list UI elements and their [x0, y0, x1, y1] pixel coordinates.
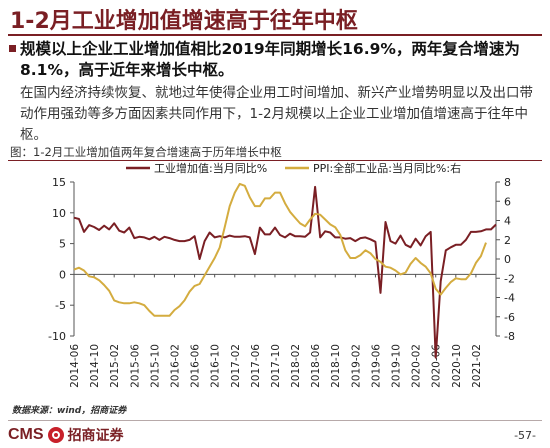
x-tick-label: 2017-06	[250, 344, 262, 388]
y-right-tick-label: -8	[504, 330, 515, 343]
x-tick-label: 2020-10	[451, 344, 463, 388]
y-left-tick-label: -10	[48, 330, 66, 343]
title-rule	[8, 34, 542, 36]
body-text: 在国内经济持续恢复、就地过年使得企业用工时间增加、新兴产业增势明显以及出口带动作…	[20, 85, 533, 143]
x-tick-label: 2017-10	[270, 344, 282, 388]
page-number: -57-	[514, 429, 536, 442]
brand-seal-icon	[47, 427, 64, 443]
y-right-tick-label: 4	[504, 215, 511, 228]
y-right-tick-label: 8	[504, 176, 511, 189]
x-tick-label: 2014-06	[69, 344, 81, 388]
brand-text: CMS	[8, 426, 44, 443]
x-tick-label: 2019-02	[350, 344, 362, 388]
y-right-tick-label: 0	[504, 253, 511, 266]
brand-text-cn: 招商证券	[67, 428, 124, 444]
line-chart: 15 10 5 0 -5 -10 8 6 4 2 0 -2 -4 -6 -8 2014-06 2014-10 20…	[48, 162, 515, 388]
slide-title: 1-2月工业增加值增速高于往年中枢	[10, 9, 358, 34]
x-tick-label: 2018-10	[330, 344, 342, 388]
x-tick-label: 2020-02	[411, 344, 423, 388]
y-left-tick-label: 15	[52, 176, 66, 189]
y-right-tick-label: -4	[504, 292, 515, 305]
series-line-ppi	[73, 182, 487, 317]
y-left-tick-label: 0	[59, 268, 66, 281]
y-right-tick-label: -6	[504, 311, 515, 324]
legend-industrial-value-added-label: 工业增加值:当月同比%	[154, 162, 267, 175]
y-left-tick-label: 5	[59, 238, 66, 251]
footer-rule	[8, 420, 542, 421]
figure-caption: 图：1-2月工业增加值两年复合增速高于历年增长中枢	[10, 145, 282, 159]
x-tick-label: 2015-06	[129, 344, 141, 388]
x-tick-label: 2018-06	[310, 344, 322, 388]
y-left-tick-label: 10	[52, 207, 66, 220]
x-tick-label: 2014-10	[89, 344, 101, 388]
brand-logo: CMS 招商证券	[8, 424, 124, 446]
x-tick-label: 2016-10	[210, 344, 222, 388]
x-tick-label: 2015-10	[149, 344, 161, 388]
source-note: 数据来源：wind，招商证券	[12, 406, 127, 416]
x-tick-label: 2016-02	[169, 344, 181, 388]
x-tick-label: 2017-02	[230, 344, 242, 388]
y-right-tick-label: 6	[504, 195, 511, 208]
y-left-tick-label: -5	[55, 299, 66, 312]
bullet-marker	[9, 45, 16, 52]
x-tick-label: 2019-10	[391, 344, 403, 388]
legend-ppi-label: PPI:全部工业品:当月同比%:右	[313, 162, 461, 175]
y-right-tick-label: 2	[504, 234, 511, 247]
x-tick-label: 2018-02	[290, 344, 302, 388]
x-tick-label: 2021-02	[471, 344, 483, 388]
x-tick-label: 2020-06	[431, 344, 443, 388]
x-tick-label: 2019-06	[370, 344, 382, 388]
series-line-industrial-value-added	[73, 185, 497, 359]
headline: 规模以上企业工业增加值相比2019年同期增长16.9%，两年复合增速为8.1%，…	[20, 40, 520, 79]
y-right-tick-label: -2	[504, 272, 515, 285]
x-tick-label: 2016-06	[190, 344, 202, 388]
figure-rule	[8, 160, 542, 161]
x-tick-label: 2015-02	[109, 344, 121, 388]
